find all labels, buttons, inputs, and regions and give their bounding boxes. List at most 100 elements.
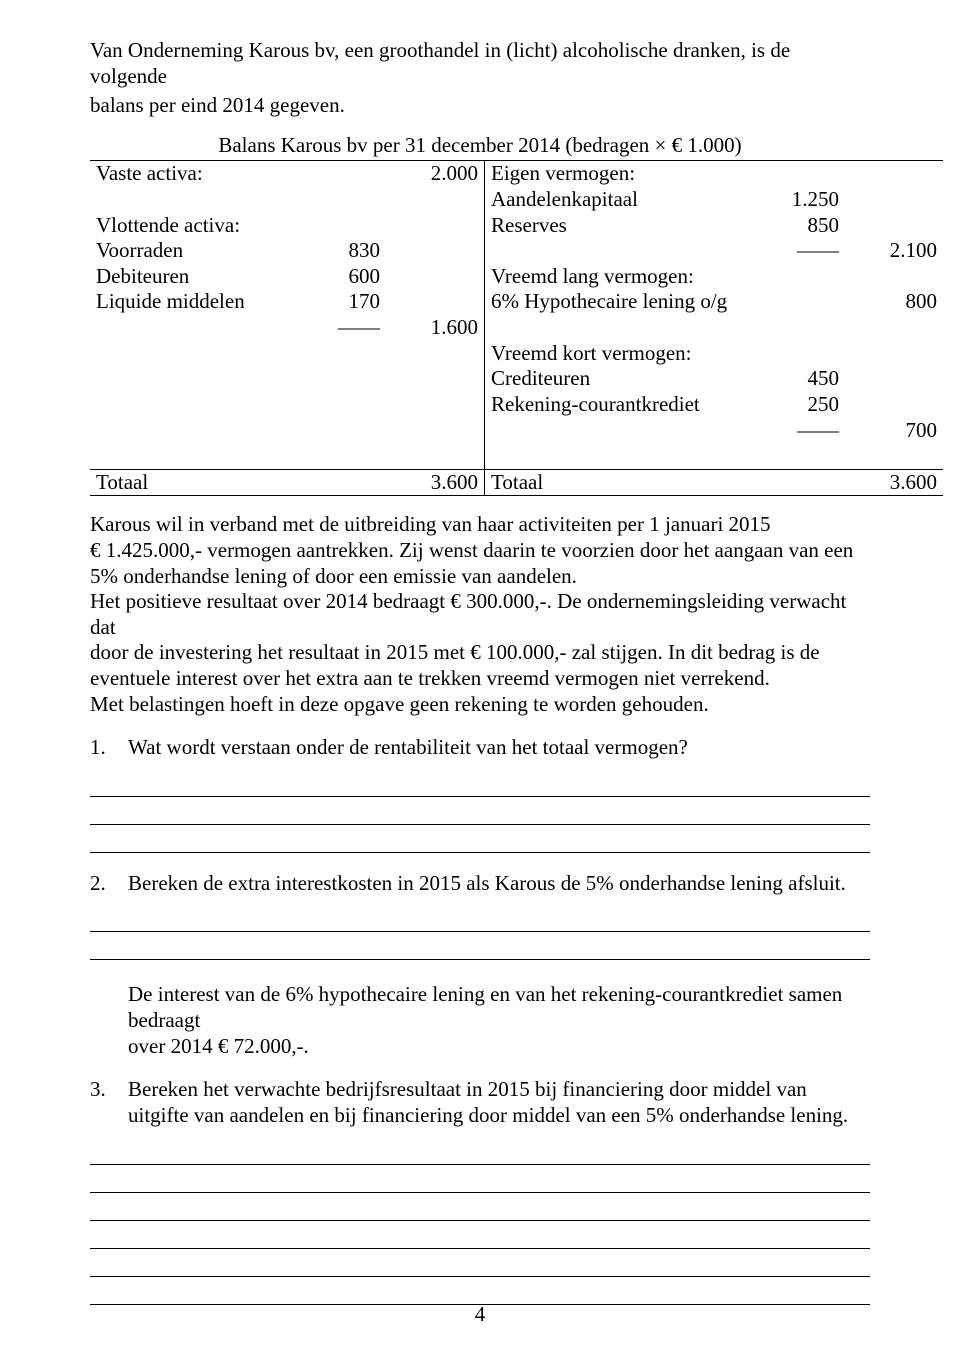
question-2: 2. Bereken de extra interestkosten in 20… <box>90 871 870 961</box>
cell-right-sub <box>761 315 845 341</box>
answer-line[interactable] <box>90 1193 870 1221</box>
cell-right-sub: —— <box>761 238 845 264</box>
cell-right-sub: 1.250 <box>761 187 845 213</box>
answer-line[interactable] <box>90 825 870 853</box>
cell-left-sub: 170 <box>302 289 386 315</box>
balance-spacer-row <box>90 443 943 469</box>
intro-line: Van Onderneming Karous bv, een groothand… <box>90 38 870 89</box>
cell-right-label: Crediteuren <box>485 366 762 392</box>
cell-right-total <box>845 392 943 418</box>
cell-right-sub: 450 <box>761 366 845 392</box>
cell-right-sub <box>761 289 845 315</box>
cell-left-total <box>386 264 485 290</box>
balance-row: Vlottende activa:Reserves850 <box>90 213 943 239</box>
cell-left-total <box>386 392 485 418</box>
answer-line[interactable] <box>90 932 870 960</box>
answer-line[interactable] <box>90 1221 870 1249</box>
balance-row: Liquide middelen1706% Hypothecaire lenin… <box>90 289 943 315</box>
paragraph-line: 5% onderhandse lening of door een emissi… <box>90 564 870 590</box>
cell-left-label <box>90 418 302 444</box>
cell-left-total <box>386 238 485 264</box>
answer-line[interactable] <box>90 769 870 797</box>
answer-line[interactable] <box>90 904 870 932</box>
question-text: Bereken het verwachte bedrijfsresultaat … <box>128 1077 870 1128</box>
totals-right-label: Totaal <box>485 469 762 496</box>
page: Van Onderneming Karous bv, een groothand… <box>0 0 960 1356</box>
mid-note-line: De interest van de 6% hypothecaire lenin… <box>128 982 842 1032</box>
questions-list: 1. Wat wordt verstaan onder de rentabili… <box>90 735 870 1304</box>
paragraph-line: € 1.425.000,- vermogen aantrekken. Zij w… <box>90 538 870 564</box>
balance-row: Debiteuren600 Vreemd lang vermogen: <box>90 264 943 290</box>
answer-lines-q1 <box>90 769 870 853</box>
answer-line[interactable] <box>90 1277 870 1305</box>
cell-left-label: Vaste activa: <box>90 161 302 187</box>
totals-right-value: 3.600 <box>845 469 943 496</box>
paragraph-line: door de investering het resultaat in 201… <box>90 640 870 666</box>
cell-right-label: Aandelenkapitaal <box>485 187 762 213</box>
cell-left-sub <box>302 392 386 418</box>
cell-right-label: Vreemd lang vermogen: <box>485 264 762 290</box>
cell-right-total <box>845 161 943 187</box>
cell-left-sub: 830 <box>302 238 386 264</box>
cell-right-label <box>485 238 762 264</box>
case-paragraph: Karous wil in verband met de uitbreiding… <box>90 512 870 717</box>
cell-left-total <box>386 366 485 392</box>
balance-row: Aandelenkapitaal1.250 <box>90 187 943 213</box>
cell-left-sub <box>302 341 386 367</box>
balance-row: Vaste activa:2.000Eigen vermogen: <box>90 161 943 187</box>
answer-line[interactable] <box>90 1137 870 1165</box>
cell-right-label: Rekening-courantkrediet <box>485 392 762 418</box>
answer-line[interactable] <box>90 797 870 825</box>
cell-left-sub <box>302 213 386 239</box>
mid-note: De interest van de 6% hypothecaire lenin… <box>128 982 870 1059</box>
answer-line[interactable] <box>90 1165 870 1193</box>
paragraph-line: Het positieve resultaat over 2014 bedraa… <box>90 589 870 640</box>
cell-left-sub: 600 <box>302 264 386 290</box>
mid-note-line: over 2014 € 72.000,-. <box>128 1034 309 1058</box>
paragraph-line: Karous wil in verband met de uitbreiding… <box>90 512 870 538</box>
cell-left-sub <box>302 187 386 213</box>
answer-lines-q2 <box>90 904 870 960</box>
paragraph-line: eventuele interest over het extra aan te… <box>90 666 870 692</box>
question-number: 1. <box>90 735 128 761</box>
question-3: 3. Bereken het verwachte bedrijfsresulta… <box>90 1077 870 1304</box>
balance-totals-row: Totaal3.600Totaal3.600 <box>90 469 943 496</box>
cell-right-total <box>845 366 943 392</box>
answer-line[interactable] <box>90 1249 870 1277</box>
question-text: Bereken de extra interestkosten in 2015 … <box>128 871 870 897</box>
cell-left-label: Debiteuren <box>90 264 302 290</box>
cell-right-sub <box>761 264 845 290</box>
cell-left-sub: —— <box>302 315 386 341</box>
cell-right-sub: —— <box>761 418 845 444</box>
balance-caption: Balans Karous bv per 31 december 2014 (b… <box>90 133 870 159</box>
balance-row: ——1.600 <box>90 315 943 341</box>
question-number: 3. <box>90 1077 128 1103</box>
page-number: 4 <box>0 1302 960 1328</box>
cell-left-label: Liquide middelen <box>90 289 302 315</box>
intro-line: balans per eind 2014 gegeven. <box>90 93 870 119</box>
cell-right-total <box>845 187 943 213</box>
question-text: Wat wordt verstaan onder de rentabilitei… <box>128 735 870 761</box>
cell-left-total <box>386 418 485 444</box>
balance-row: Crediteuren450 <box>90 366 943 392</box>
cell-right-total: 700 <box>845 418 943 444</box>
cell-right-total <box>845 264 943 290</box>
paragraph-line: Met belastingen hoeft in deze opgave gee… <box>90 692 870 718</box>
cell-right-label: Reserves <box>485 213 762 239</box>
question-1: 1. Wat wordt verstaan onder de rentabili… <box>90 735 870 853</box>
cell-right-total <box>845 341 943 367</box>
cell-left-label <box>90 315 302 341</box>
cell-left-label: Voorraden <box>90 238 302 264</box>
cell-left-label <box>90 392 302 418</box>
cell-left-total <box>386 341 485 367</box>
answer-lines-q3 <box>90 1137 870 1305</box>
cell-left-total <box>386 289 485 315</box>
cell-left-sub <box>302 161 386 187</box>
balance-row: Rekening-courantkrediet250 <box>90 392 943 418</box>
cell-left-sub <box>302 418 386 444</box>
cell-right-sub <box>761 341 845 367</box>
cell-left-total <box>386 187 485 213</box>
mid-note-item: De interest van de 6% hypothecaire lenin… <box>90 982 870 1059</box>
cell-right-label: Eigen vermogen: <box>485 161 762 187</box>
cell-right-label <box>485 315 762 341</box>
